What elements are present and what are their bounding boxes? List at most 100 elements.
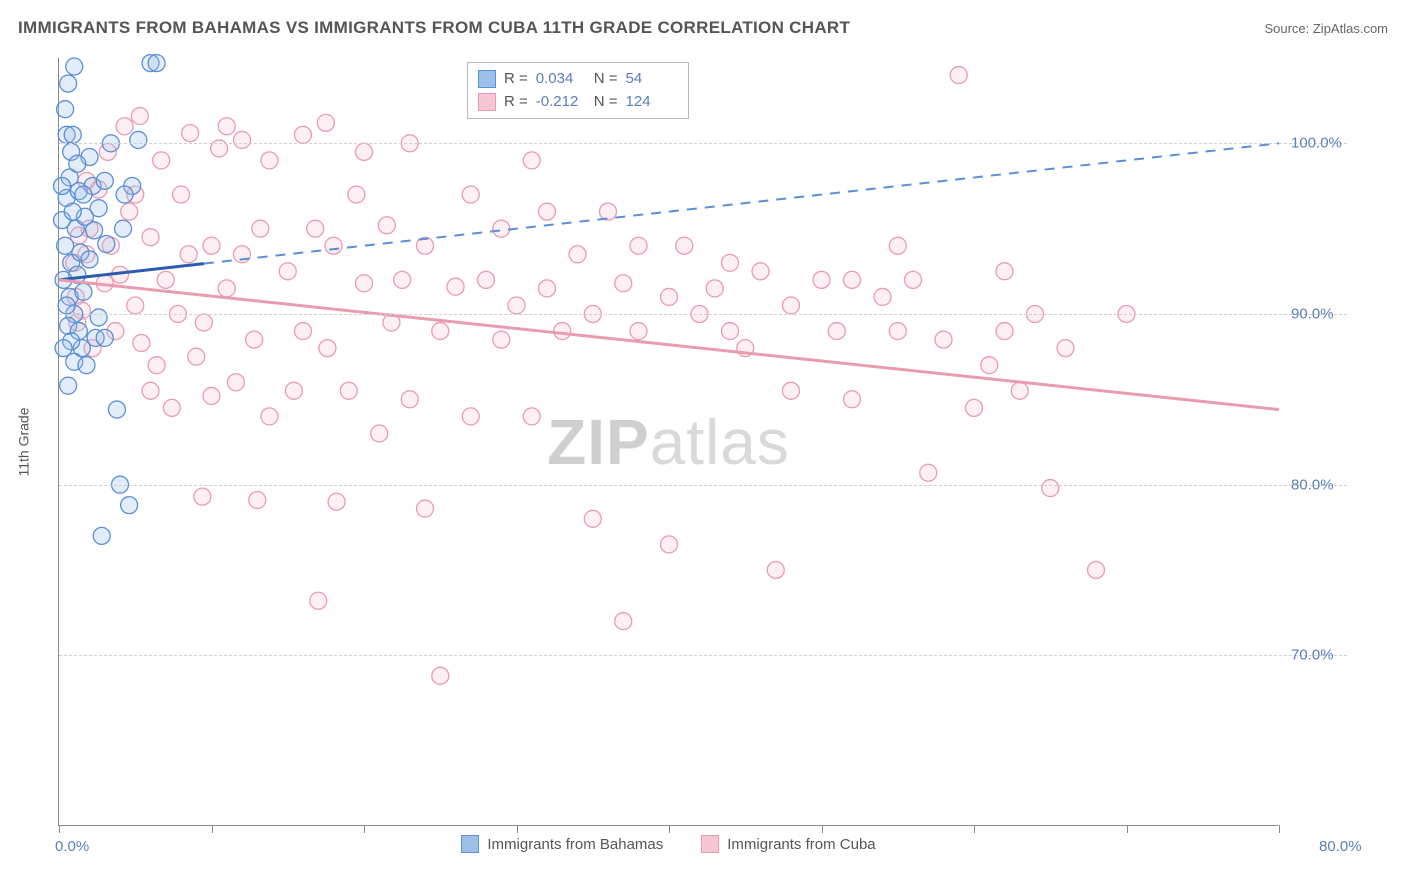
scatter-point bbox=[285, 382, 302, 399]
scatter-point bbox=[432, 667, 449, 684]
scatter-point bbox=[261, 408, 278, 425]
scatter-point bbox=[630, 237, 647, 254]
scatter-point bbox=[218, 280, 235, 297]
scatter-point bbox=[905, 271, 922, 288]
gridline bbox=[59, 143, 1347, 144]
scatter-point bbox=[348, 186, 365, 203]
scatter-point bbox=[996, 263, 1013, 280]
bottom-legend-label: Immigrants from Bahamas bbox=[487, 836, 663, 853]
chart-title: IMMIGRANTS FROM BAHAMAS VS IMMIGRANTS FR… bbox=[18, 18, 850, 38]
source-label: Source: ZipAtlas.com bbox=[1264, 21, 1388, 36]
chart-container: IMMIGRANTS FROM BAHAMAS VS IMMIGRANTS FR… bbox=[0, 0, 1406, 892]
scatter-point bbox=[148, 55, 165, 72]
scatter-point bbox=[584, 510, 601, 527]
plot-area: ZIPatlas R =0.034N =54R =-0.212N =124 Im… bbox=[58, 58, 1278, 826]
scatter-point bbox=[828, 323, 845, 340]
scatter-point bbox=[57, 101, 74, 118]
legend-swatch bbox=[478, 70, 496, 88]
scatter-point bbox=[81, 251, 98, 268]
scatter-point bbox=[203, 237, 220, 254]
scatter-point bbox=[706, 280, 723, 297]
scatter-point bbox=[378, 217, 395, 234]
scatter-point bbox=[64, 126, 81, 143]
scatter-point bbox=[55, 340, 72, 357]
scatter-point bbox=[722, 254, 739, 271]
scatter-point bbox=[1011, 382, 1028, 399]
scatter-point bbox=[121, 203, 138, 220]
scatter-point bbox=[996, 323, 1013, 340]
scatter-point bbox=[78, 357, 95, 374]
scatter-point bbox=[130, 131, 147, 148]
scatter-point bbox=[569, 246, 586, 263]
legend-swatch bbox=[461, 835, 479, 853]
scatter-point bbox=[188, 348, 205, 365]
scatter-point bbox=[90, 309, 107, 326]
scatter-point bbox=[813, 271, 830, 288]
legend-swatch bbox=[701, 835, 719, 853]
scatter-point bbox=[935, 331, 952, 348]
gridline bbox=[59, 655, 1347, 656]
x-tick bbox=[59, 825, 60, 833]
scatter-point bbox=[115, 220, 132, 237]
scatter-point bbox=[462, 408, 479, 425]
scatter-point bbox=[539, 280, 556, 297]
x-tick bbox=[517, 825, 518, 833]
scatter-point bbox=[127, 297, 144, 314]
scatter-point bbox=[844, 391, 861, 408]
scatter-point bbox=[252, 220, 269, 237]
scatter-point bbox=[180, 246, 197, 263]
scatter-point bbox=[157, 271, 174, 288]
scatter-point bbox=[153, 152, 170, 169]
scatter-point bbox=[615, 275, 632, 292]
scatter-point bbox=[356, 143, 373, 160]
scatter-point bbox=[319, 340, 336, 357]
scatter-point bbox=[75, 186, 92, 203]
scatter-point bbox=[60, 75, 77, 92]
scatter-point bbox=[116, 186, 133, 203]
scatter-point bbox=[328, 493, 345, 510]
scatter-point bbox=[310, 592, 327, 609]
scatter-point bbox=[163, 399, 180, 416]
stats-n-label: N = bbox=[594, 91, 618, 114]
scatter-point bbox=[783, 297, 800, 314]
x-tick bbox=[212, 825, 213, 833]
scatter-point bbox=[279, 263, 296, 280]
scatter-point bbox=[767, 562, 784, 579]
scatter-point bbox=[142, 382, 159, 399]
scatter-point bbox=[447, 278, 464, 295]
scatter-point bbox=[295, 323, 312, 340]
scatter-point bbox=[234, 131, 251, 148]
stats-r-label: R = bbox=[504, 91, 528, 114]
scatter-point bbox=[75, 283, 92, 300]
chart-svg bbox=[59, 58, 1278, 825]
scatter-point bbox=[676, 237, 693, 254]
scatter-point bbox=[493, 220, 510, 237]
scatter-point bbox=[508, 297, 525, 314]
scatter-point bbox=[54, 178, 71, 195]
scatter-point bbox=[523, 408, 540, 425]
scatter-point bbox=[317, 114, 334, 131]
scatter-point bbox=[173, 186, 190, 203]
gridline bbox=[59, 485, 1347, 486]
scatter-point bbox=[108, 401, 125, 418]
scatter-point bbox=[195, 314, 212, 331]
scatter-point bbox=[116, 118, 133, 135]
x-tick bbox=[1279, 825, 1280, 833]
scatter-point bbox=[874, 288, 891, 305]
stats-r-value: -0.212 bbox=[536, 91, 586, 114]
scatter-point bbox=[844, 271, 861, 288]
scatter-point bbox=[462, 186, 479, 203]
scatter-point bbox=[783, 382, 800, 399]
stats-n-value: 124 bbox=[626, 91, 676, 114]
bottom-legend-label: Immigrants from Cuba bbox=[727, 836, 875, 853]
x-tick bbox=[364, 825, 365, 833]
scatter-point bbox=[218, 118, 235, 135]
y-tick-label: 70.0% bbox=[1291, 647, 1391, 664]
y-axis-label: 11th Grade bbox=[15, 407, 31, 476]
scatter-point bbox=[131, 108, 148, 125]
bottom-legend-item: Immigrants from Bahamas bbox=[461, 835, 663, 853]
scatter-point bbox=[194, 488, 211, 505]
scatter-point bbox=[86, 222, 103, 239]
y-tick-label: 80.0% bbox=[1291, 476, 1391, 493]
scatter-point bbox=[249, 492, 266, 509]
